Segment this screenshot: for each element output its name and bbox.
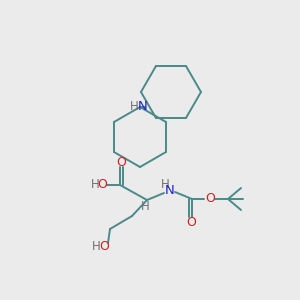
Text: O: O [97, 178, 107, 191]
Text: H: H [92, 239, 100, 253]
Text: N: N [165, 184, 175, 197]
Text: H: H [141, 200, 149, 212]
Text: O: O [186, 217, 196, 230]
Text: O: O [116, 155, 126, 169]
Text: N: N [138, 100, 148, 112]
Text: O: O [205, 193, 215, 206]
Text: O: O [99, 239, 109, 253]
Text: H: H [91, 178, 99, 191]
Text: H: H [130, 100, 138, 112]
Text: H: H [160, 178, 169, 190]
